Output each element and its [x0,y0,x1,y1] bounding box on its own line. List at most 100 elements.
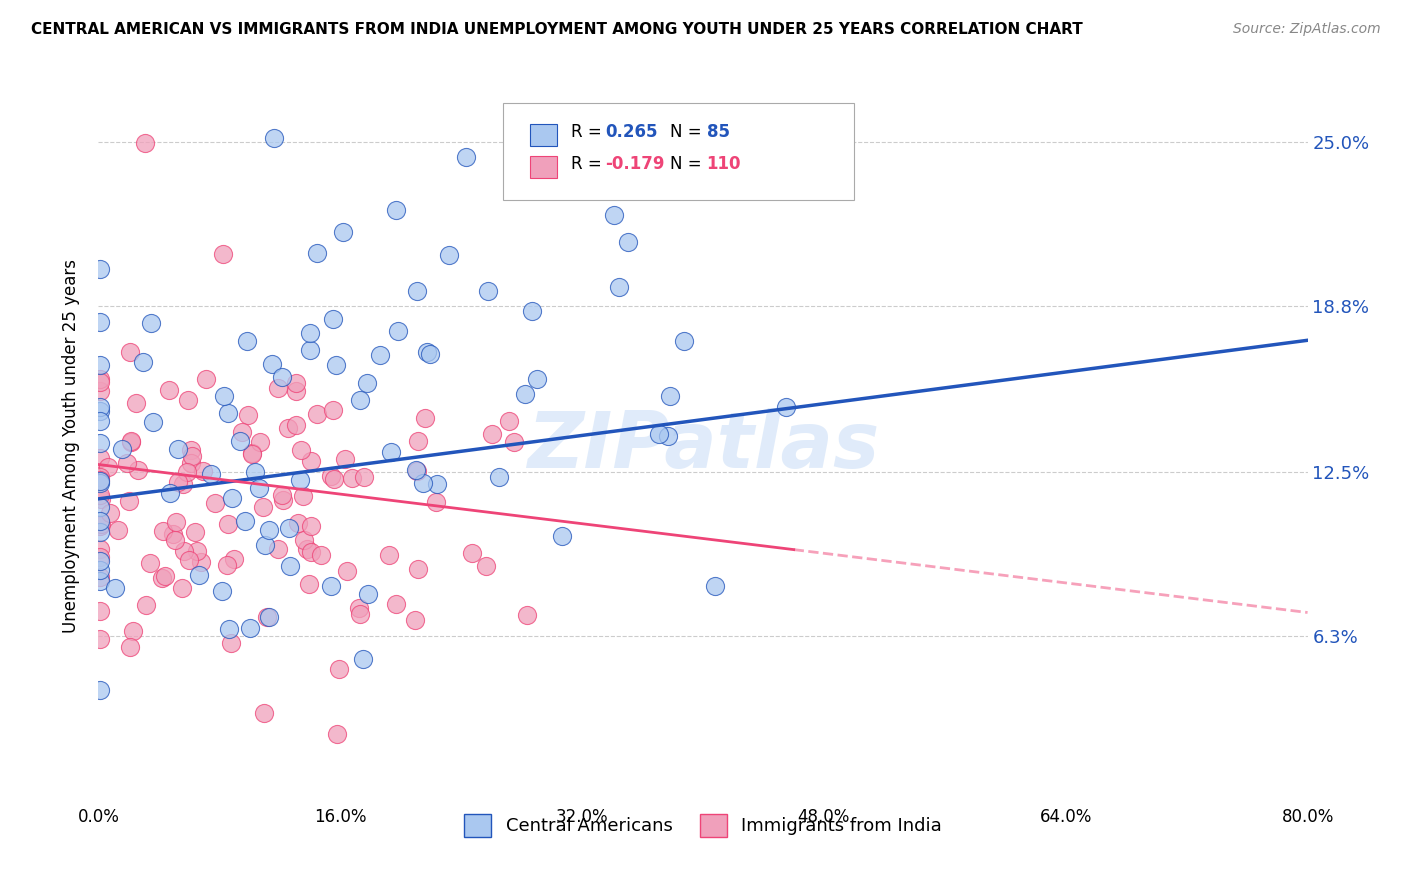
Point [328,662,350,676]
Point [111,442,134,456]
Point [89,473,111,487]
Point [335,451,357,466]
Text: R =: R = [571,155,607,173]
Point [89,315,111,329]
Point [120,434,142,448]
Point [299,343,322,357]
Point [122,624,145,638]
Point [336,565,359,579]
Point [107,523,129,537]
Point [378,548,401,562]
Point [135,599,157,613]
Point [89,475,111,490]
Point [89,603,111,617]
Point [179,553,201,567]
Point [253,706,276,720]
Point [240,447,263,461]
Point [368,349,391,363]
Point [125,395,148,409]
Point [298,577,321,591]
Point [305,407,328,421]
Point [89,682,111,697]
Point [139,316,162,330]
Point [89,500,111,514]
Point [173,544,195,558]
Point [153,569,176,583]
Point [616,142,638,156]
Point [118,344,141,359]
Point [385,598,408,612]
Point [305,246,328,260]
Point [461,545,484,559]
Point [180,442,202,457]
Point [285,417,308,432]
Point [89,469,111,483]
Y-axis label: Unemployment Among Youth under 25 years: Unemployment Among Youth under 25 years [62,259,80,633]
Point [406,434,429,449]
Point [243,466,266,480]
Legend: Central Americans, Immigrants from India: Central Americans, Immigrants from India [457,807,949,844]
Point [238,408,260,422]
Point [481,427,503,442]
Point [672,334,695,348]
Point [257,523,280,537]
Point [191,465,214,479]
Point [405,463,427,477]
Point [221,491,243,505]
Text: 110: 110 [707,155,741,173]
Point [217,516,239,531]
Text: CENTRAL AMERICAN VS IMMIGRANTS FROM INDIA UNEMPLOYMENT AMONG YOUTH UNDER 25 YEAR: CENTRAL AMERICAN VS IMMIGRANTS FROM INDI… [31,22,1083,37]
Point [326,727,349,741]
Point [609,280,631,294]
Point [273,492,295,507]
Point [551,529,574,543]
Point [89,414,111,428]
Text: ZIPatlas: ZIPatlas [527,408,879,484]
Point [703,579,725,593]
Point [425,495,447,509]
Point [89,358,111,372]
Point [157,383,180,397]
Point [299,544,322,558]
Point [218,622,240,636]
Point [775,401,797,415]
Text: 85: 85 [707,123,730,141]
Point [353,470,375,484]
Point [89,524,111,539]
Point [186,544,208,558]
Point [167,475,190,489]
Point [224,551,246,566]
Point [89,514,111,528]
Point [290,473,312,487]
Point [266,381,288,395]
Point [247,481,270,495]
Text: Source: ZipAtlas.com: Source: ZipAtlas.com [1233,22,1381,37]
Point [488,470,510,484]
Point [89,262,111,277]
Point [357,587,380,601]
Point [89,384,111,399]
Point [89,518,111,533]
Text: R =: R = [571,123,607,141]
Point [139,556,162,570]
Text: N =: N = [671,155,707,173]
Point [165,515,187,529]
Point [195,372,218,386]
Point [100,506,122,520]
Point [89,541,111,556]
Point [90,492,112,507]
Text: 0.265: 0.265 [605,123,658,141]
Point [89,404,111,418]
Point [256,610,278,624]
Point [239,621,262,635]
Point [159,485,181,500]
Point [404,613,426,627]
Point [728,122,751,136]
Point [502,435,524,450]
Point [406,284,429,298]
Point [332,226,354,240]
Point [322,402,344,417]
Point [204,496,226,510]
Point [89,450,111,465]
Point [322,312,344,326]
